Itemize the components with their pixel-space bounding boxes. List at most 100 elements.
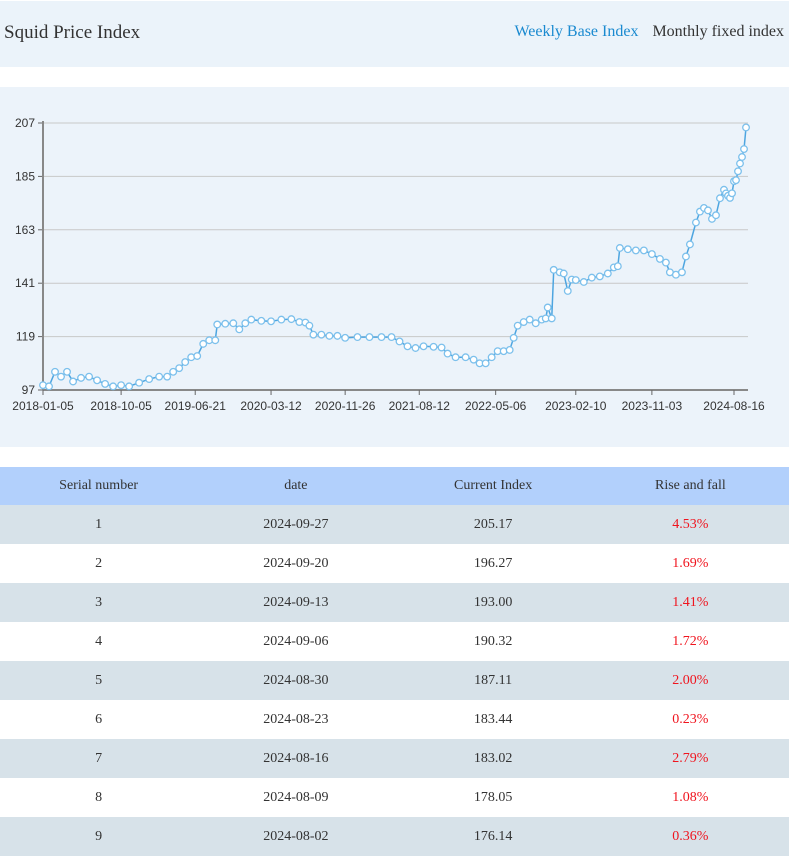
table-row: 9 2024-08-02 176.14 0.36% <box>0 817 789 856</box>
data-point <box>469 355 478 364</box>
y-tick-label: 207 <box>15 116 35 130</box>
table-row: 3 2024-09-13 193.00 1.41% <box>0 583 789 622</box>
data-point <box>241 319 250 328</box>
data-point <box>257 316 266 325</box>
data-point <box>443 349 452 358</box>
data-point <box>163 372 172 381</box>
table-row: 7 2024-08-16 183.02 2.79% <box>0 739 789 778</box>
data-point <box>57 372 65 381</box>
data-point <box>277 315 286 324</box>
x-tick-label: 2018-10-05 <box>90 399 152 413</box>
data-point <box>419 342 428 351</box>
data-point <box>341 333 350 342</box>
data-point <box>117 381 126 390</box>
serial-cell: 4 <box>95 633 103 649</box>
data-point <box>155 372 164 381</box>
data-point <box>681 252 690 261</box>
change-cell: 2.00% <box>591 661 789 700</box>
page-header: Squid Price Index Weekly Base Index Month… <box>0 1 789 67</box>
data-point <box>437 343 446 352</box>
date-cell: 2024-08-23 <box>263 711 329 727</box>
data-point <box>93 376 102 385</box>
data-point <box>740 145 748 153</box>
y-tick-label: 163 <box>15 223 35 237</box>
price-index-chart: 97 119 141 163 185 207 2018-01-05 2018-10-05 201… <box>12 116 765 413</box>
x-tick-label: 2018-01-05 <box>12 399 74 413</box>
y-tick-label: 185 <box>15 169 35 183</box>
data-point <box>63 367 71 376</box>
data-point <box>175 364 184 373</box>
data-point <box>559 269 568 278</box>
data-point <box>712 211 720 220</box>
x-tick-label: 2022-05-06 <box>465 399 527 413</box>
index-cell: 193.00 <box>394 583 592 622</box>
y-tick-label: 97 <box>22 383 36 397</box>
data-point <box>85 372 94 381</box>
data-point <box>287 315 296 324</box>
data-point <box>543 303 552 312</box>
data-point <box>685 240 694 249</box>
table-row: 4 2024-09-06 190.32 1.72% <box>0 622 789 661</box>
data-point <box>677 268 686 277</box>
x-tick-label: 2023-02-10 <box>545 399 607 413</box>
index-cell: 187.11 <box>394 661 592 700</box>
data-point <box>525 315 534 324</box>
data-point <box>603 269 612 278</box>
data-point <box>595 272 604 281</box>
table-header-row: Serial number date Current Index Rise and f… <box>0 467 789 505</box>
data-point <box>365 333 374 342</box>
data-point <box>69 377 77 386</box>
serial-cell: 6 <box>95 711 103 727</box>
data-point <box>487 353 496 362</box>
change-cell: 1.08% <box>672 789 709 805</box>
data-point <box>716 194 724 203</box>
data-point <box>661 258 670 267</box>
data-point <box>505 346 514 354</box>
change-cell: 2.79% <box>591 739 789 778</box>
data-point <box>221 319 230 328</box>
data-point <box>481 359 490 368</box>
date-cell: 2024-08-16 <box>197 739 395 778</box>
tab-monthly-fixed-index[interactable]: Monthly fixed index <box>652 23 784 40</box>
data-point <box>235 325 244 334</box>
index-cell: 178.05 <box>473 789 513 805</box>
y-tick-label: 119 <box>16 330 35 344</box>
data-point <box>639 246 648 255</box>
data-point <box>317 330 326 339</box>
table-row: 6 2024-08-23 183.44 0.23% <box>0 700 789 739</box>
x-tick-label: 2019-06-21 <box>165 399 227 413</box>
index-cell: 176.14 <box>394 817 592 856</box>
date-cell: 2024-08-02 <box>197 817 395 856</box>
data-point <box>451 353 460 362</box>
serial-cell: 7 <box>0 739 198 778</box>
data-point <box>579 278 588 286</box>
table-row: 1 2024-09-27 205.17 4.53% <box>0 505 789 544</box>
data-point <box>333 331 342 340</box>
data-point <box>571 276 580 284</box>
change-cell: 1.72% <box>672 633 709 649</box>
data-point <box>509 333 518 342</box>
data-point <box>305 321 314 330</box>
data-point <box>461 353 470 362</box>
date-cell: 2024-09-20 <box>263 555 329 571</box>
serial-cell: 2 <box>95 555 103 571</box>
change-cell: 1.69% <box>672 555 709 571</box>
date-cell: 2024-08-09 <box>263 789 329 805</box>
data-point <box>411 344 420 352</box>
tab-weekly-base-index[interactable]: Weekly Base Index <box>514 23 639 40</box>
data-point <box>109 382 118 391</box>
chart-panel: 97 119 141 163 185 207 2018-01-05 2018-10-05 201… <box>0 87 789 447</box>
data-point <box>704 206 712 215</box>
data-point <box>325 331 334 340</box>
x-tick-label: 2021-08-12 <box>389 399 451 413</box>
index-tabs: Weekly Base Index Monthly fixed index <box>500 23 784 41</box>
index-cell: 196.27 <box>473 555 513 571</box>
change-cell: 1.41% <box>591 583 789 622</box>
y-tick-label: 141 <box>15 276 35 290</box>
data-point <box>738 153 746 161</box>
data-point <box>732 176 740 185</box>
data-point <box>77 373 86 382</box>
data-point <box>395 337 404 346</box>
serial-cell: 5 <box>0 661 198 700</box>
data-point <box>193 352 202 360</box>
